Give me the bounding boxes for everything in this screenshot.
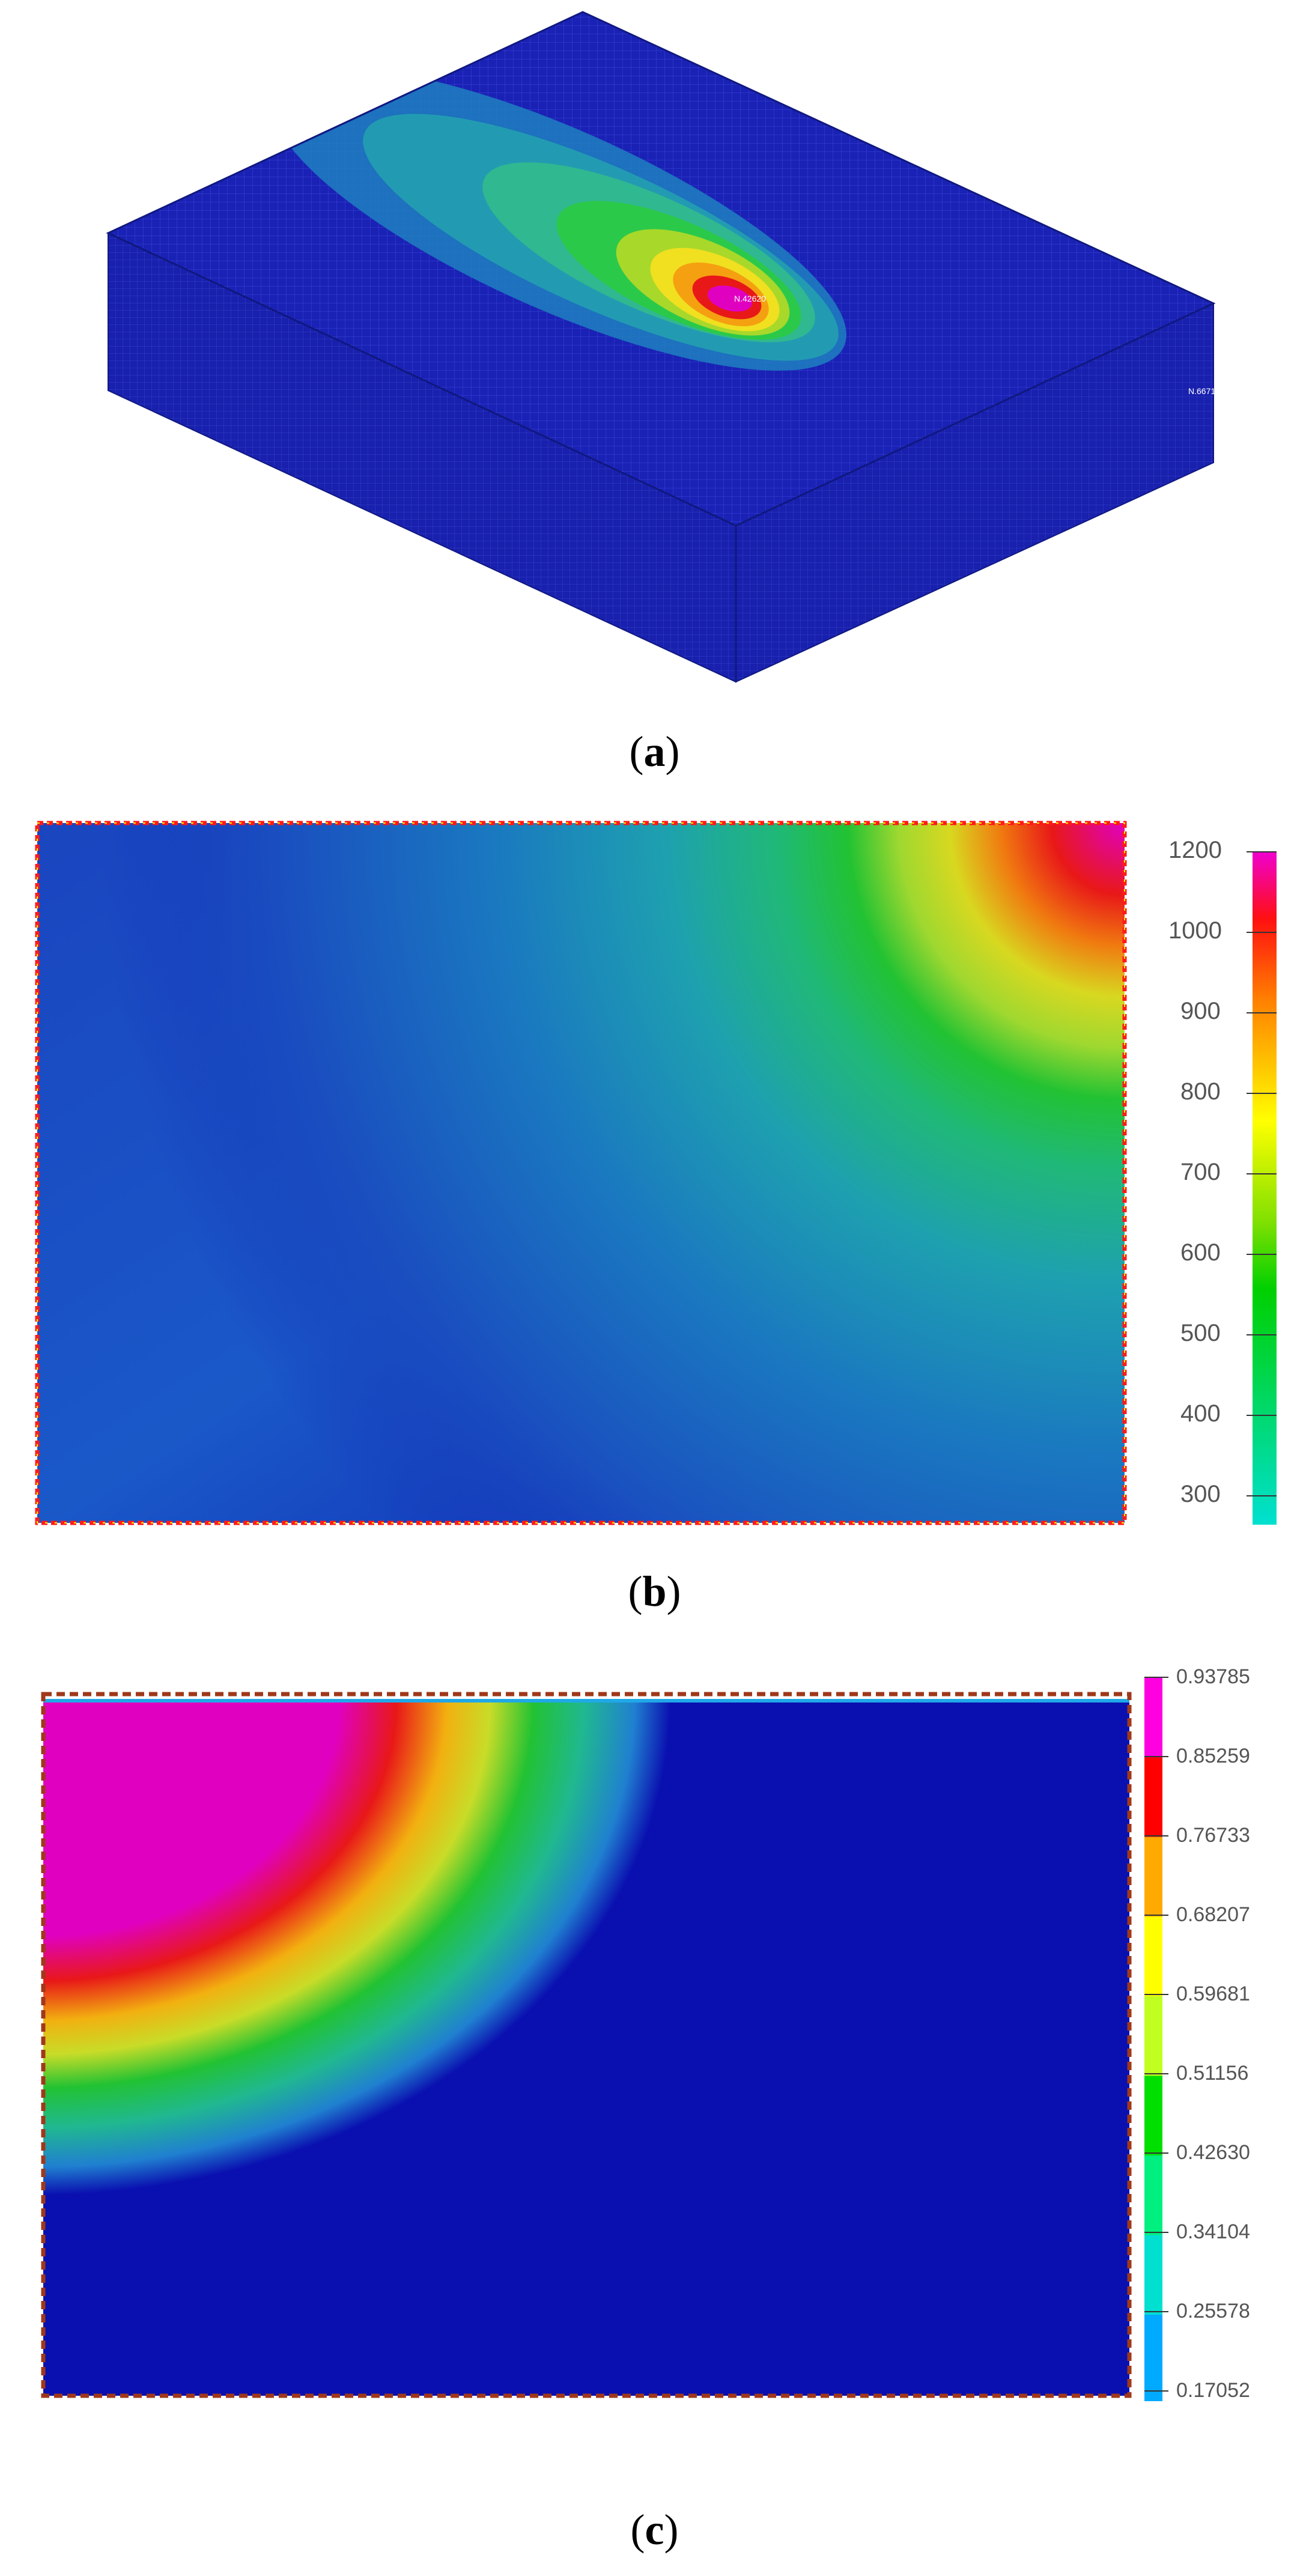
max-node-label: N.42620 xyxy=(734,294,766,303)
colorbar-b-ticks xyxy=(1247,851,1277,1496)
colorbar-c-tick: 0.59681 xyxy=(1176,1982,1250,2005)
colorbar-c xyxy=(1144,1677,1162,2401)
colorbar-c-tick: 0.76733 xyxy=(1176,1824,1250,1847)
colorbar-b-tick: 400 xyxy=(1180,1400,1221,1427)
section-c-surface-line xyxy=(43,1699,1129,1703)
colorbar-b-tick: 600 xyxy=(1180,1239,1221,1266)
section-b-border xyxy=(35,821,1127,1525)
colorbar-c-tick: 0.51156 xyxy=(1176,2062,1249,2085)
panel-b-section xyxy=(35,821,1277,1525)
colorbar-b-tick: 500 xyxy=(1180,1320,1221,1346)
colorbar-b-tick: 800 xyxy=(1180,1078,1221,1105)
colorbar-c-tick: 0.34104 xyxy=(1176,2220,1250,2243)
section-c-border xyxy=(41,1692,1132,2398)
colorbar-b-tick: 1000 xyxy=(1168,917,1222,944)
colorbar-b-tick: 300 xyxy=(1180,1481,1221,1507)
colorbar-b-tick: 700 xyxy=(1180,1159,1221,1185)
colorbar-b-tick: 900 xyxy=(1180,998,1221,1024)
caption-a: (a) xyxy=(629,728,680,776)
caption-b: (b) xyxy=(628,1567,681,1615)
colorbar-c-tick: 0.93785 xyxy=(1176,1665,1250,1688)
colorbar-c-tick: 0.42630 xyxy=(1176,2141,1250,2164)
caption-c: (c) xyxy=(630,2506,679,2554)
panel-a-3d-mesh: N.42620 N.66713 xyxy=(106,11,1220,683)
temperature-plume xyxy=(271,67,846,371)
colorbar-b-tick: 1200 xyxy=(1168,837,1222,863)
colorbar-c-tick: 0.85259 xyxy=(1176,1745,1250,1767)
colorbar-c-tick: 0.68207 xyxy=(1176,1903,1250,1926)
panel-c-section xyxy=(41,1677,1168,2401)
colorbar-c-ticks xyxy=(1144,1677,1168,2392)
colorbar-c-tick: 0.17052 xyxy=(1176,2379,1250,2402)
side-node-label: N.66713 xyxy=(1188,386,1220,396)
colorbar-b xyxy=(1253,852,1277,1525)
colorbar-c-tick: 0.25578 xyxy=(1176,2300,1250,2322)
